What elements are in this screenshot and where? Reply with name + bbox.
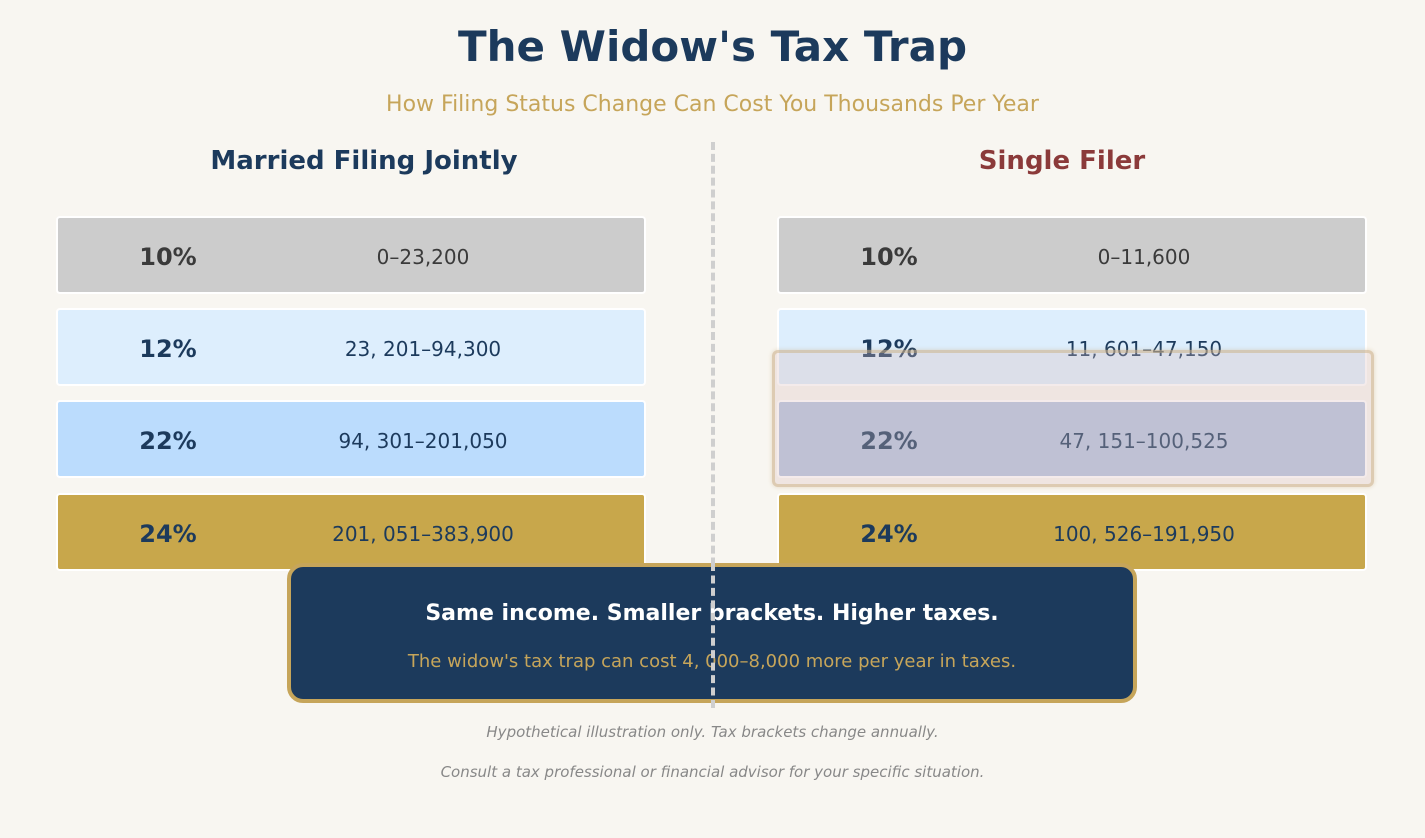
bracket-range: 0–23,200 xyxy=(376,245,470,269)
bracket-rate: 10% xyxy=(139,243,197,271)
page-title: The Widow's Tax Trap xyxy=(457,22,968,71)
bracket-range: 11, 601–47,150 xyxy=(1065,337,1223,361)
single-bracket-22: 22% 47, 151–100,525 xyxy=(777,400,1367,478)
bracket-rate: 12% xyxy=(860,335,918,363)
single-bracket-12: 12% 11, 601–47,150 xyxy=(777,308,1367,386)
bracket-highlight xyxy=(772,350,1374,487)
married-bracket-24: 24% 201, 051–383,900 xyxy=(56,493,646,571)
bracket-range: 94, 301–201,050 xyxy=(338,429,508,453)
married-bracket-22: 22% 94, 301–201,050 xyxy=(56,400,646,478)
page-subtitle: How Filing Status Change Can Cost You Th… xyxy=(386,92,1039,117)
bracket-range: 100, 526–191,950 xyxy=(1053,522,1235,546)
married-heading: Married Filing Jointly xyxy=(210,146,518,176)
bracket-range: 23, 201–94,300 xyxy=(344,337,502,361)
bracket-range: 47, 151–100,525 xyxy=(1059,429,1229,453)
married-bracket-10: 10% 0–23,200 xyxy=(56,216,646,294)
center-divider-overlay xyxy=(711,563,715,708)
bracket-rate: 24% xyxy=(139,520,197,548)
footnote-advice: Consult a tax professional or financial … xyxy=(440,763,985,781)
bracket-rate: 12% xyxy=(139,335,197,363)
footnote-disclaimer: Hypothetical illustration only. Tax brac… xyxy=(486,723,939,741)
married-bracket-12: 12% 23, 201–94,300 xyxy=(56,308,646,386)
bracket-range: 201, 051–383,900 xyxy=(332,522,514,546)
single-heading: Single Filer xyxy=(978,146,1146,176)
center-divider xyxy=(711,142,715,708)
single-bracket-24: 24% 100, 526–191,950 xyxy=(777,493,1367,571)
bracket-rate: 22% xyxy=(860,427,918,455)
bracket-rate: 10% xyxy=(860,243,918,271)
bracket-range: 0–11,600 xyxy=(1097,245,1191,269)
bracket-rate: 24% xyxy=(860,520,918,548)
bracket-rate: 22% xyxy=(139,427,197,455)
single-bracket-10: 10% 0–11,600 xyxy=(777,216,1367,294)
